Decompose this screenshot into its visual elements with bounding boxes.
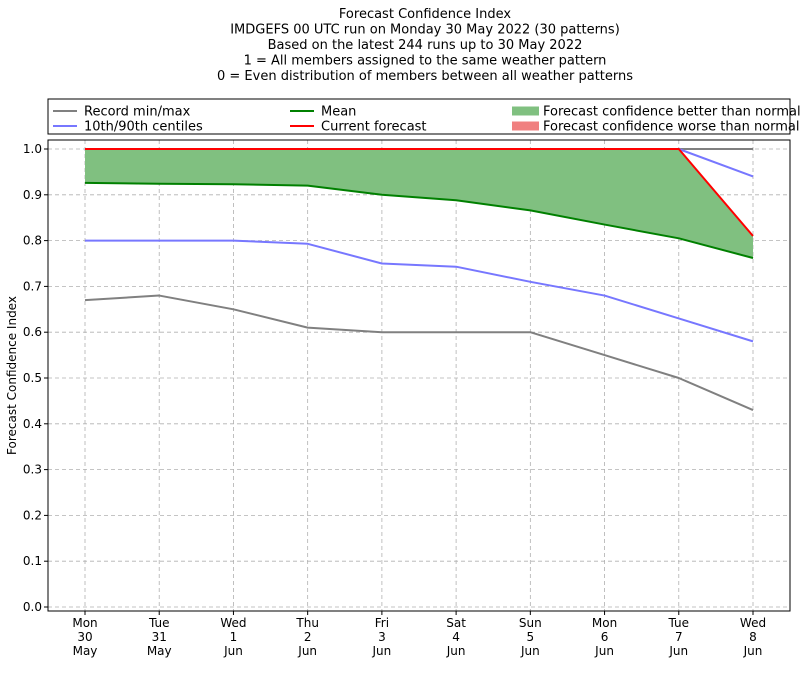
title-line: Forecast Confidence Index: [339, 7, 511, 22]
y-tick-label: 0.7: [23, 279, 42, 293]
x-tick-label: Jun: [594, 644, 614, 658]
x-tick-label: Mon: [592, 616, 617, 630]
x-tick-label: 2: [304, 630, 312, 644]
x-tick-label: 30: [77, 630, 92, 644]
x-tick-label: Jun: [520, 644, 540, 658]
confidence-fill: [85, 149, 753, 259]
title-line: 1 = All members assigned to the same wea…: [244, 54, 607, 69]
series-lines: [84, 148, 754, 411]
x-tick-label: Sat: [446, 616, 466, 630]
x-tick-label: Fri: [375, 616, 389, 630]
plot-frame: [47, 139, 791, 612]
y-tick-label: 0.0: [23, 600, 42, 614]
axes: 0.00.10.20.30.40.50.60.70.80.91.0Mon30Ma…: [5, 139, 791, 658]
y-tick-label: 0.1: [23, 554, 42, 568]
x-tick-label: Jun: [668, 644, 688, 658]
x-tick-label: 1: [230, 630, 238, 644]
x-tick-label: Wed: [220, 616, 246, 630]
x-tick-label: Jun: [446, 644, 466, 658]
y-tick-label: 0.9: [23, 188, 42, 202]
x-tick-label: 3: [378, 630, 386, 644]
legend-box: [47, 98, 791, 135]
x-tick-label: Thu: [295, 616, 319, 630]
y-tick-label: 0.4: [23, 417, 42, 431]
y-tick-label: 0.3: [23, 463, 42, 477]
x-tick-label: May: [147, 644, 172, 658]
fill-better-than-normal: [85, 149, 753, 259]
legend-label: 10th/90th centiles: [84, 120, 203, 135]
x-tick-label: 4: [452, 630, 460, 644]
x-tick-label: Tue: [148, 616, 170, 630]
series-line-record_min: [84, 294, 754, 411]
y-tick-label: 0.8: [23, 234, 42, 248]
x-tick-label: Jun: [743, 644, 763, 658]
title-line: 0 = Even distribution of members between…: [217, 69, 633, 84]
y-tick-label: 0.5: [23, 371, 42, 385]
x-tick-label: Mon: [72, 616, 97, 630]
legend-swatch-patch: [512, 121, 539, 131]
legend-label: Forecast confidence worse than normal: [543, 120, 800, 135]
series-line-mean: [84, 181, 754, 259]
x-tick-label: Jun: [297, 644, 317, 658]
series-line-p10: [85, 239, 754, 343]
x-tick-label: 5: [527, 630, 535, 644]
legend-label: Mean: [321, 105, 356, 120]
x-tick-label: 7: [675, 630, 683, 644]
legend-swatch-patch: [512, 106, 539, 116]
title-line: Based on the latest 244 runs up to 30 Ma…: [268, 38, 583, 53]
x-tick-label: Jun: [372, 644, 392, 658]
y-tick-label: 1.0: [23, 142, 42, 156]
x-tick-label: Tue: [668, 616, 690, 630]
legend-label: Current forecast: [321, 120, 427, 135]
x-tick-label: 31: [152, 630, 167, 644]
legend-label: Record min/max: [84, 105, 191, 120]
x-tick-label: 8: [749, 630, 757, 644]
title-line: IMDGEFS 00 UTC run on Monday 30 May 2022…: [230, 23, 620, 38]
x-tick-label: Sun: [519, 616, 542, 630]
legend-label: Forecast confidence better than normal: [543, 105, 800, 120]
x-tick-label: 6: [601, 630, 609, 644]
y-axis-label: Forecast Confidence Index: [5, 296, 19, 455]
y-tick-label: 0.2: [23, 508, 42, 522]
x-tick-label: Jun: [223, 644, 243, 658]
x-tick-label: May: [73, 644, 98, 658]
x-tick-label: Wed: [740, 616, 766, 630]
series-line-current: [85, 148, 754, 237]
y-tick-label: 0.6: [23, 325, 42, 339]
